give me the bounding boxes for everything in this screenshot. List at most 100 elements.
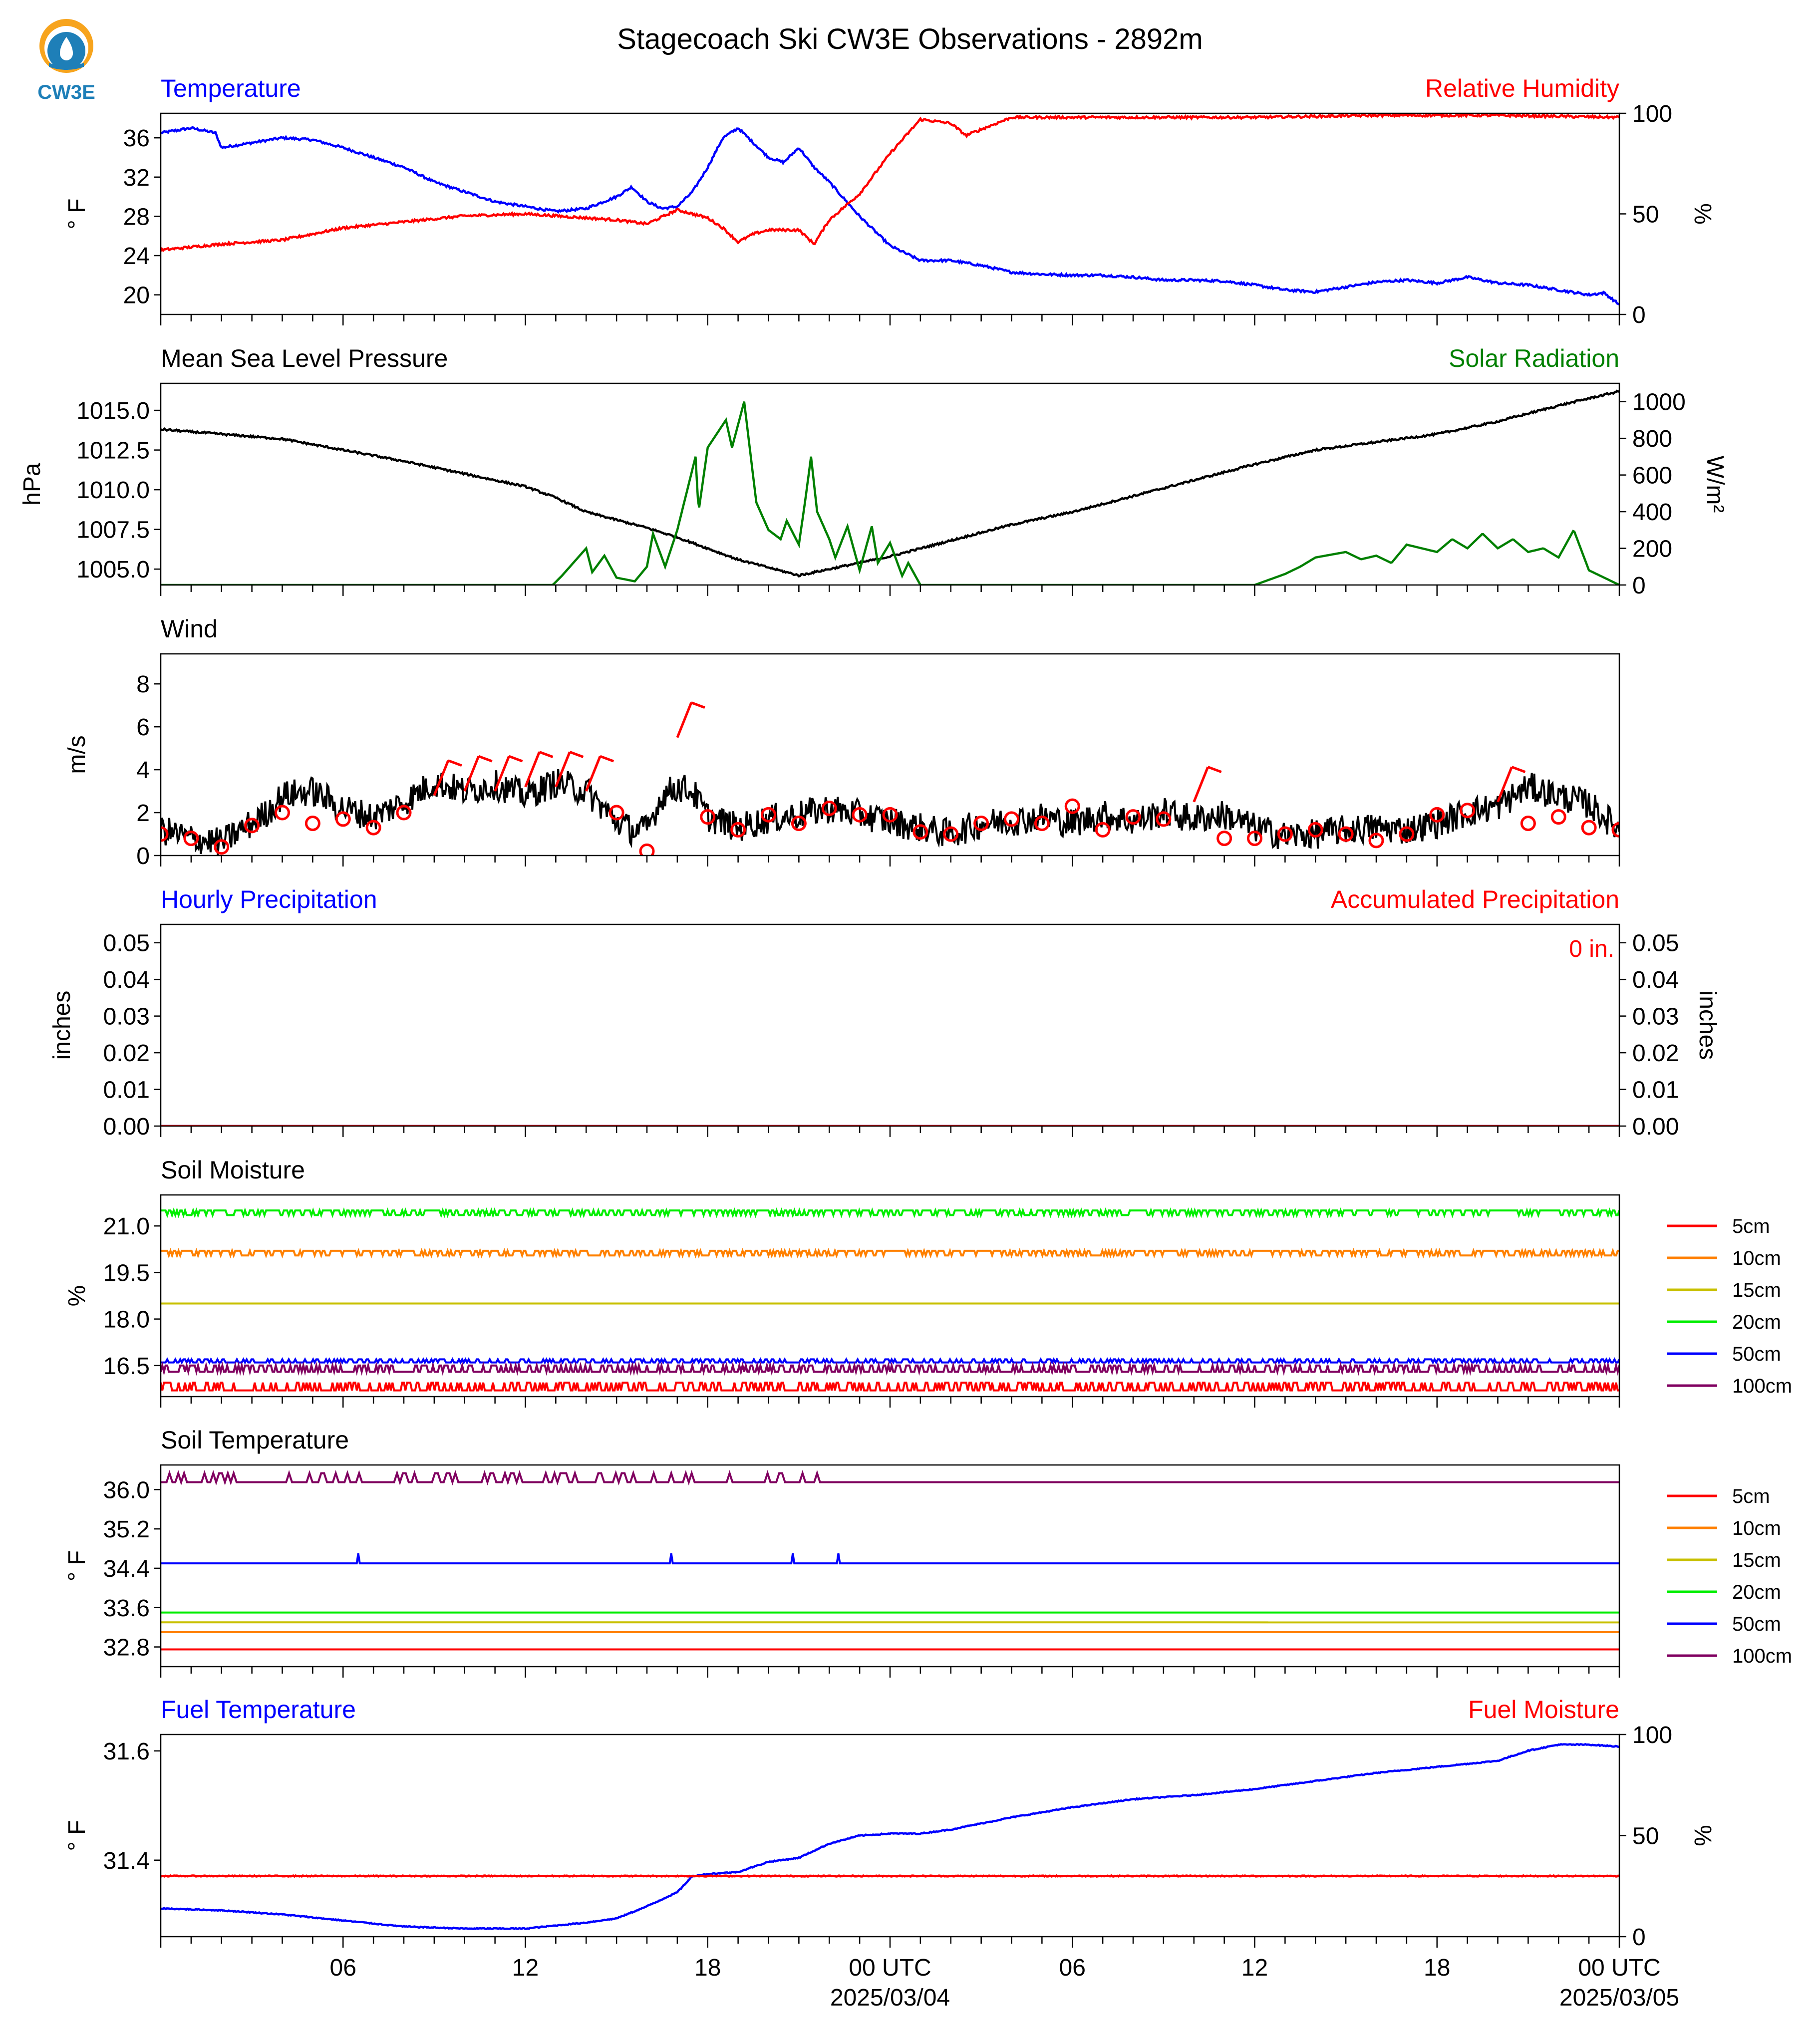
wind-calm-marker	[1277, 826, 1293, 842]
wind-calm-marker	[1399, 826, 1415, 842]
panel-3: Wind 8 6 4 2 0 m/s	[64, 615, 1620, 869]
x-tick-label: 00 UTC	[849, 1955, 931, 1981]
wind-calm-marker	[730, 822, 746, 838]
legend-label: 100cm	[1732, 1375, 1792, 1397]
plot-area	[161, 1742, 1619, 1930]
wind-calm-marker	[1156, 811, 1172, 827]
wind-calm-marker	[852, 807, 868, 823]
plot-frame	[160, 1464, 1620, 1668]
y-tick-label: 20	[123, 283, 150, 309]
wind-calm-marker	[1611, 822, 1619, 838]
panel-title-left: Mean Sea Level Pressure	[161, 344, 448, 372]
y-right-tick-label: 600	[1632, 463, 1672, 489]
wind-barb-flag	[478, 755, 493, 763]
wind-calm-marker	[1338, 826, 1354, 842]
wind-calm-marker	[1247, 831, 1262, 847]
series-line-1	[161, 126, 1619, 305]
panel-4: Hourly Precipitation Accumulated Precipit…	[49, 885, 1721, 1140]
legend-label: 5cm	[1732, 1485, 1770, 1507]
y-right-tick-label: 0	[1632, 1924, 1646, 1951]
panel-title-right: Relative Humidity	[1425, 74, 1619, 102]
wind-calm-marker	[1034, 816, 1050, 832]
y-right-tick-label: 0	[1632, 573, 1646, 599]
wind-calm-marker	[304, 816, 320, 832]
x-tick-label: 18	[694, 1955, 721, 1981]
wind-calm-marker	[1125, 809, 1141, 825]
y-tick-label: 32.8	[103, 1635, 150, 1661]
y-right-tick-label: 100	[1632, 101, 1672, 127]
chart-title: Stagecoach Ski CW3E Observations - 2892m	[617, 23, 1203, 55]
plot-frame	[160, 112, 1620, 315]
y-right-tick-label: 0.03	[1632, 1004, 1679, 1030]
wind-calm-marker	[943, 826, 959, 842]
series-line-1	[161, 389, 1619, 578]
y-right-tick-label: 1000	[1632, 389, 1686, 416]
panel-title-right: Solar Radiation	[1449, 344, 1619, 372]
series-50cm	[161, 1357, 1619, 1365]
legend-label: 15cm	[1732, 1279, 1781, 1301]
wind-calm-marker	[700, 809, 716, 825]
wind-barb-staff	[433, 760, 450, 796]
wind-barb-flag	[691, 701, 705, 709]
x-date-label: 2025/03/05	[1559, 1985, 1679, 2011]
wind-calm-marker	[1520, 816, 1536, 832]
wind-calm-marker	[1095, 822, 1111, 838]
panel-title-left: Temperature	[161, 74, 301, 102]
panel-title-left: Soil Moisture	[161, 1156, 305, 1184]
y-right-axis-label: %	[1689, 1825, 1716, 1846]
plot-frame	[160, 382, 1620, 586]
panel-1: Temperature Relative Humidity 36 32 28 24 20 10…	[64, 74, 1716, 328]
wind-calm-marker	[1307, 822, 1323, 838]
series-line-2	[161, 113, 1619, 253]
series-line-1	[161, 769, 1619, 856]
wind-calm-marker	[761, 807, 776, 823]
series-5cm	[161, 1382, 1619, 1392]
y-tick-label: 36	[123, 125, 150, 152]
y-right-axis-label: inches	[1694, 991, 1721, 1060]
series-line-1	[161, 1742, 1619, 1930]
y-tick-label: 0.01	[103, 1077, 150, 1104]
wind-barb-flag	[569, 751, 584, 758]
wind-calm-marker	[912, 824, 928, 840]
y-right-tick-label: 100	[1632, 1722, 1672, 1748]
y-tick-label: 33.6	[103, 1595, 150, 1622]
panel-title-right: Accumulated Precipitation	[1331, 885, 1619, 913]
panel-5: Soil Moisture 21.0 19.5 18.0 16.5% 5cm 10cm 15c…	[64, 1156, 1792, 1408]
cw3e-logo: CW3E	[29, 15, 104, 105]
y-tick-label: 35.2	[103, 1516, 150, 1543]
x-tick-label: 06	[1059, 1955, 1086, 1981]
y-tick-label: 1005.0	[76, 557, 150, 583]
plot-frame	[160, 923, 1620, 1127]
plot-area	[161, 1469, 1619, 1651]
y-right-tick-label: 400	[1632, 499, 1672, 526]
series-100cm	[161, 1469, 1619, 1486]
series-line-2	[161, 1874, 1619, 1878]
legend-label: 15cm	[1732, 1549, 1781, 1571]
wind-calm-marker	[275, 805, 290, 821]
wind-calm-marker	[608, 805, 624, 821]
y-tick-label: 8	[136, 671, 150, 698]
wind-calm-marker	[1004, 811, 1019, 827]
y-right-tick-label: 0.01	[1632, 1077, 1679, 1104]
y-axis-label: ° F	[64, 1550, 90, 1581]
y-tick-label: 0	[136, 843, 150, 869]
y-right-tick-label: 0.04	[1632, 967, 1679, 993]
legend-label: 10cm	[1732, 1517, 1781, 1539]
wind-barb-flag	[448, 759, 462, 767]
series-line-2	[161, 401, 1619, 585]
wind-calm-marker	[1460, 803, 1476, 819]
plot-frame	[160, 1734, 1620, 1938]
y-tick-label: 6	[136, 714, 150, 741]
x-tick-label: 12	[1241, 1955, 1268, 1981]
y-axis-label: ° F	[64, 1820, 90, 1851]
plot-area	[161, 389, 1619, 585]
plot-area	[161, 1207, 1619, 1392]
y-axis-label: hPa	[19, 463, 45, 506]
wind-calm-marker	[214, 839, 230, 855]
y-right-tick-label: 0	[1632, 302, 1646, 328]
x-tick-label: 12	[512, 1955, 539, 1981]
series-100cm	[161, 1361, 1619, 1376]
y-tick-label: 1010.0	[76, 477, 150, 504]
x-tick-label: 00 UTC	[1578, 1955, 1660, 1981]
y-tick-label: 0.04	[103, 967, 150, 993]
